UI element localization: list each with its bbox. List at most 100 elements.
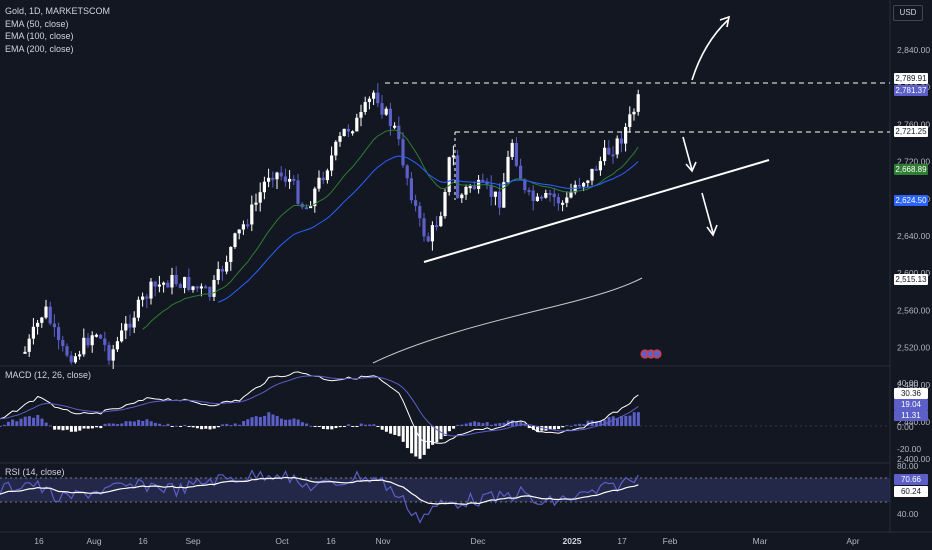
time-axis-label[interactable]: Dec: [470, 536, 486, 546]
candle-body: [472, 186, 476, 190]
economic-events-icon[interactable]: [640, 349, 662, 359]
candle-body: [342, 128, 346, 137]
rsi-badge: 60.24: [894, 486, 928, 497]
candle-body: [292, 178, 296, 181]
candle-body: [187, 276, 191, 290]
candle-body: [325, 170, 329, 181]
candle-body: [346, 128, 350, 132]
macd-histogram-bar: [86, 426, 90, 429]
candle-body: [204, 286, 208, 289]
candle-body: [225, 261, 229, 272]
price-tick-label: 2,840.00: [897, 45, 930, 55]
macd-histogram-bar: [216, 426, 220, 428]
macd-histogram-bar: [590, 420, 594, 426]
macd-histogram-bar: [32, 417, 36, 426]
macd-histogram-bar: [435, 426, 439, 443]
macd-histogram-bar: [397, 426, 401, 437]
macd-histogram-bar: [90, 426, 94, 429]
candle-body: [103, 338, 107, 345]
candle-body: [426, 236, 430, 242]
macd-histogram-bar: [246, 419, 250, 426]
time-axis-label[interactable]: 16: [138, 536, 148, 546]
candle-body: [409, 178, 413, 201]
time-axis-label[interactable]: 16: [326, 536, 336, 546]
candle-body: [439, 216, 443, 227]
macd-histogram-bar: [368, 424, 372, 426]
time-axis-label[interactable]: Nov: [375, 536, 391, 546]
time-axis-label[interactable]: Oct: [275, 536, 289, 546]
macd-histogram-bar: [351, 426, 355, 427]
rsi-axis[interactable]: 80.00 40.00: [897, 461, 919, 519]
macd-histogram-bar: [296, 419, 300, 426]
candle-body: [313, 188, 317, 207]
candle-body: [556, 197, 560, 204]
macd-histogram-bar: [401, 426, 405, 442]
macd-histogram-bar: [531, 426, 535, 430]
macd-histogram-bar: [410, 426, 414, 454]
candle-body: [40, 317, 44, 323]
macd-histogram-bar: [149, 421, 153, 426]
candle-body: [136, 299, 140, 318]
symbol-title[interactable]: Gold, 1D, MARKETSCOM: [5, 6, 111, 16]
ema-50-label[interactable]: EMA (50, close): [5, 18, 69, 29]
candle-body: [44, 306, 48, 318]
macd-histogram-bar: [321, 426, 325, 429]
candle-body: [246, 224, 250, 227]
time-axis-label[interactable]: Mar: [752, 536, 768, 546]
candle-body: [619, 138, 623, 144]
macd-histogram-bar: [317, 426, 321, 427]
macd-histogram-bar: [19, 418, 23, 426]
candle-body: [380, 103, 384, 115]
arrow-down-icon[interactable]: [701, 192, 714, 234]
time-axis-label[interactable]: Aug: [86, 536, 102, 546]
candle-body: [351, 131, 355, 134]
candle-body: [519, 165, 523, 180]
time-axis-label[interactable]: 17: [617, 536, 627, 546]
candle-body: [237, 229, 241, 234]
ema-200-label[interactable]: EMA (200, close): [5, 43, 74, 54]
arrow-down-icon[interactable]: [682, 136, 693, 171]
candle-body: [510, 142, 514, 157]
price-tick-label: 2,640.00: [897, 231, 930, 241]
price-tick-label: 2,560.00: [897, 305, 930, 315]
macd-histogram-bar: [426, 426, 430, 449]
candle-body: [115, 341, 119, 350]
candle-body: [548, 193, 552, 196]
currency-button[interactable]: USD: [893, 5, 923, 21]
rsi-label[interactable]: RSI (14, close): [5, 467, 65, 477]
arrow-up-head-icon: [719, 15, 731, 28]
macd-histogram-bar: [116, 424, 120, 426]
arrow-up-icon[interactable]: [691, 19, 729, 81]
macd-histogram-bar: [23, 416, 27, 426]
candle-body: [141, 296, 145, 300]
macd-histogram-bar: [74, 426, 78, 432]
candle-body: [544, 193, 548, 198]
time-axis-label[interactable]: 16: [34, 536, 44, 546]
candle-body: [485, 181, 489, 185]
ema-50-badge: 2,668.89: [894, 164, 928, 175]
macd-histogram-bar: [221, 424, 225, 426]
time-axis-label[interactable]: Apr: [846, 536, 860, 546]
candle-body: [283, 176, 287, 182]
time-axis-label[interactable]: Feb: [662, 536, 678, 546]
candle-body: [195, 286, 199, 289]
macd-histogram-bar: [573, 424, 577, 426]
macd-label[interactable]: MACD (12, 26, close): [5, 370, 92, 380]
candle-body: [594, 168, 598, 171]
candle-body: [288, 178, 292, 182]
time-axis-label[interactable]: 2025: [562, 536, 582, 546]
candle-body: [208, 286, 212, 297]
ema-100-label[interactable]: EMA (100, close): [5, 31, 74, 41]
candle-body: [628, 114, 632, 127]
time-axis-label[interactable]: Sep: [185, 536, 201, 546]
candle-body: [162, 282, 166, 285]
macd-histogram-bar: [557, 426, 561, 430]
rising-trendline[interactable]: [423, 159, 770, 263]
macd-histogram-bar: [242, 421, 246, 426]
candle-body: [317, 177, 321, 189]
macd-histogram-bar: [132, 421, 136, 426]
macd-histogram-bar: [200, 426, 204, 430]
macd-histogram-bar: [250, 417, 254, 426]
symbol-legend[interactable]: Gold, 1D, MARKETSCOM EMA (50, close) EMA…: [5, 5, 110, 55]
